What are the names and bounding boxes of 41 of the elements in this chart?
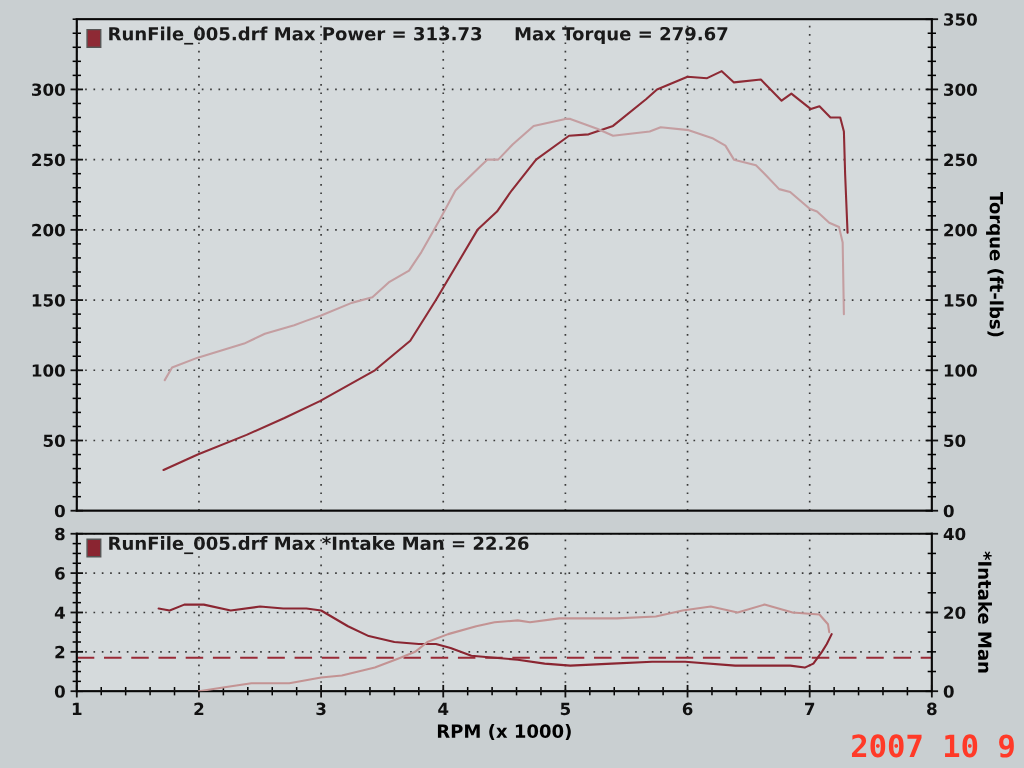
y2-tick-label: 0: [943, 685, 954, 698]
text: 2007 10 9: [851, 734, 1014, 758]
line-series: [157, 603, 833, 669]
y-tick-label: 50: [43, 434, 65, 448]
x-tick-label: 1: [72, 702, 82, 715]
y2-tick-label: 40: [943, 527, 966, 541]
y-tick-label: 200: [32, 223, 65, 237]
chart-title: RunFile_005.drf Max *Intake Man = 22.26: [109, 536, 529, 555]
y2-tick-label: 250: [944, 153, 977, 167]
line-series: [197, 603, 831, 692]
x-tick-label: 6: [682, 702, 693, 716]
x-tick-label: 4: [438, 702, 449, 715]
y-tick-label: 8: [55, 527, 65, 541]
line-series: [162, 70, 849, 472]
y-tick-label: 150: [32, 294, 65, 307]
y2-tick-label: 20: [944, 606, 966, 620]
y2-axis-title: Torque (ft-lbs): [986, 192, 1004, 337]
y-tick-label: 300: [32, 83, 65, 96]
y2-tick-label: 50: [944, 434, 966, 448]
y-tick-label: 0: [54, 685, 65, 698]
y-tick-label: 6: [55, 567, 65, 580]
y2-tick-label: 300: [944, 83, 977, 96]
y2-axis-title: *Intake Man: [977, 551, 992, 673]
y2-tick-label: 350: [944, 13, 977, 26]
x-axis-title: RPM (x 1000): [437, 724, 571, 741]
x-tick-label: 5: [560, 702, 571, 716]
y2-tick-label: 150: [944, 294, 977, 307]
x-tick-label: 3: [316, 702, 326, 716]
x-tick-label: 8: [927, 702, 937, 716]
y-tick-label: 4: [54, 606, 65, 619]
y-tick-label: 250: [32, 153, 65, 167]
x-tick-label: 7: [805, 702, 815, 715]
x-tick-label: 2: [194, 702, 204, 715]
y2-tick-label: 200: [944, 223, 977, 237]
y-tick-label: 100: [32, 364, 65, 377]
y2-tick-label: 100: [944, 364, 977, 377]
line-series: [163, 117, 845, 382]
chart-title: RunFile_005.drf Max Power = 313.73 Max Torque = 279.67: [109, 26, 728, 45]
y-tick-label: 2: [55, 645, 65, 659]
y2-tick-label: 0: [943, 504, 954, 518]
y-tick-label: 0: [54, 504, 65, 518]
